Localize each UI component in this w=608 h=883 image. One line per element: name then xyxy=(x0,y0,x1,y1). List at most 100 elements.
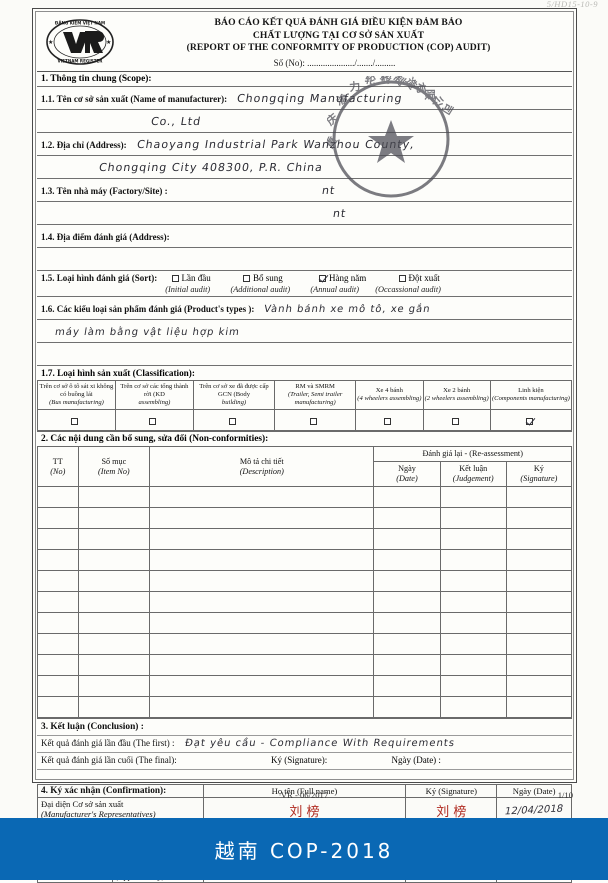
field-1-3-row-2[interactable]: nt xyxy=(37,202,572,225)
table-cell[interactable] xyxy=(373,570,441,593)
table-cell[interactable] xyxy=(37,654,79,677)
table-cell[interactable] xyxy=(37,549,79,572)
table-row[interactable] xyxy=(37,549,573,572)
table-cell[interactable] xyxy=(149,570,375,593)
table-cell[interactable] xyxy=(149,696,375,719)
table-cell[interactable] xyxy=(439,591,507,614)
table-cell[interactable] xyxy=(505,696,573,719)
table-cell[interactable] xyxy=(505,528,573,551)
classification-cell-trailer[interactable] xyxy=(274,409,357,432)
table-cell[interactable] xyxy=(439,570,507,593)
table-cell[interactable] xyxy=(439,528,507,551)
table-row[interactable] xyxy=(37,696,573,719)
table-cell[interactable] xyxy=(77,486,151,509)
table-cell[interactable] xyxy=(373,633,441,656)
sort-option-annual[interactable]: Hàng năm xyxy=(319,273,366,283)
table-cell[interactable] xyxy=(77,696,151,719)
field-1-4-row-2[interactable] xyxy=(37,248,572,271)
table-row[interactable] xyxy=(37,612,573,635)
table-cell[interactable] xyxy=(77,633,151,656)
field-1-5-row[interactable]: 1.5. Loại hình đánh giá (Sort): Lần đầu … xyxy=(37,271,572,297)
table-cell[interactable] xyxy=(37,486,79,509)
classification-cell-4wheel[interactable] xyxy=(355,409,424,432)
sort-option-initial[interactable]: Lần đầu xyxy=(171,273,211,283)
field-1-2-row-2[interactable]: Chongqing City 408300, P.R. China xyxy=(37,156,572,179)
table-cell[interactable] xyxy=(77,570,151,593)
table-row[interactable] xyxy=(37,570,573,593)
table-cell[interactable] xyxy=(149,507,375,530)
table-cell[interactable] xyxy=(505,549,573,572)
table-cell[interactable] xyxy=(373,549,441,572)
classification-cell-body[interactable] xyxy=(192,409,276,432)
table-cell[interactable] xyxy=(149,654,375,677)
table-cell[interactable] xyxy=(149,486,375,509)
table-cell[interactable] xyxy=(37,696,79,719)
table-cell[interactable] xyxy=(77,612,151,635)
checkbox-initial-audit[interactable] xyxy=(171,274,179,282)
table-row[interactable] xyxy=(37,654,573,677)
table-cell[interactable] xyxy=(373,612,441,635)
table-cell[interactable] xyxy=(77,654,151,677)
table-cell[interactable] xyxy=(505,654,573,677)
table-cell[interactable] xyxy=(439,549,507,572)
table-cell[interactable] xyxy=(37,633,79,656)
checkbox-4-wheelers-assembling[interactable] xyxy=(384,418,392,426)
table-cell[interactable] xyxy=(149,633,375,656)
table-cell[interactable] xyxy=(439,507,507,530)
table-cell[interactable] xyxy=(77,591,151,614)
table-cell[interactable] xyxy=(149,549,375,572)
field-1-6-row-3[interactable] xyxy=(37,343,572,366)
field-1-4-row[interactable]: 1.4. Địa điểm đánh giá (Address): xyxy=(37,225,572,248)
table-row[interactable] xyxy=(37,528,573,551)
sort-option-occasional[interactable]: Đột xuất xyxy=(398,273,440,283)
table-cell[interactable] xyxy=(505,675,573,698)
table-cell[interactable] xyxy=(37,591,79,614)
table-cell[interactable] xyxy=(77,549,151,572)
table-row[interactable] xyxy=(37,486,573,509)
table-cell[interactable] xyxy=(373,675,441,698)
classification-cell-2wheel[interactable] xyxy=(422,409,491,432)
table-cell[interactable] xyxy=(373,654,441,677)
table-cell[interactable] xyxy=(77,528,151,551)
field-1-6-row-2[interactable]: máy làm bằng vật liệu hợp kim xyxy=(37,320,572,343)
table-cell[interactable] xyxy=(439,633,507,656)
table-cell[interactable] xyxy=(37,528,79,551)
field-1-6-row[interactable]: 1.6. Các kiểu loại sản phẩm đánh giá (Pr… xyxy=(37,297,572,320)
checkbox-additional-audit[interactable] xyxy=(243,274,251,282)
classification-cell-components[interactable] xyxy=(489,409,573,432)
sort-option-additional[interactable]: Bổ sung xyxy=(243,273,283,283)
field-1-2-row[interactable]: 1.2. Địa chỉ (Address): Chaoyang Industr… xyxy=(37,133,572,156)
table-cell[interactable] xyxy=(149,612,375,635)
checkbox-body-building[interactable] xyxy=(228,418,236,426)
table-cell[interactable] xyxy=(373,507,441,530)
field-1-1-row-2[interactable]: Co., Ltd xyxy=(37,110,572,133)
checkbox-annual-audit[interactable] xyxy=(319,274,327,282)
table-cell[interactable] xyxy=(505,507,573,530)
checkbox-bus-manufacturing[interactable] xyxy=(71,418,79,426)
table-row[interactable] xyxy=(37,507,573,530)
table-cell[interactable] xyxy=(505,570,573,593)
table-cell[interactable] xyxy=(505,486,573,509)
table-row[interactable] xyxy=(37,591,573,614)
table-cell[interactable] xyxy=(505,591,573,614)
table-cell[interactable] xyxy=(37,570,79,593)
checkbox-kd-assembling[interactable] xyxy=(149,418,157,426)
field-1-3-row[interactable]: 1.3. Tên nhà máy (Factory/Site) : nt xyxy=(37,179,572,202)
document-number-field[interactable]: Số (No): ...................../......./.… xyxy=(37,58,572,68)
field-1-1-row[interactable]: 1.1. Tên cơ sở sản xuất (Name of manufac… xyxy=(37,87,572,110)
table-cell[interactable] xyxy=(77,675,151,698)
table-row[interactable] xyxy=(37,633,573,656)
table-cell[interactable] xyxy=(149,675,375,698)
table-cell[interactable] xyxy=(373,486,441,509)
table-cell[interactable] xyxy=(37,675,79,698)
checkbox-trailer-manufacturing[interactable] xyxy=(310,418,318,426)
table-cell[interactable] xyxy=(373,528,441,551)
table-cell[interactable] xyxy=(373,696,441,719)
checkbox-components-manufacturing[interactable] xyxy=(525,418,533,426)
conclusion-first-row[interactable]: Kết quả đánh giá lần đầu (The first) : Đ… xyxy=(37,736,572,754)
table-cell[interactable] xyxy=(149,591,375,614)
table-cell[interactable] xyxy=(77,507,151,530)
table-cell[interactable] xyxy=(439,612,507,635)
table-cell[interactable] xyxy=(439,654,507,677)
classification-cell-kd[interactable] xyxy=(114,409,194,432)
